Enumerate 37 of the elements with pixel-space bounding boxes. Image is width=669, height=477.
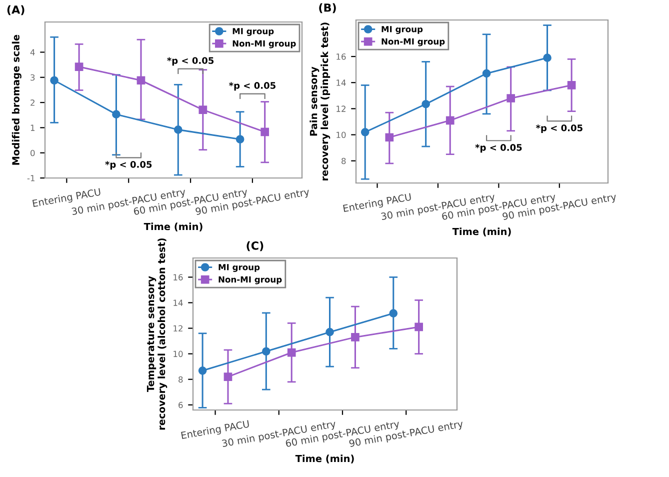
y-tick-label: 10 — [174, 350, 183, 358]
y-tick-label: 1 — [30, 124, 35, 131]
y-tick-label: 2 — [30, 99, 34, 106]
chart-title: (C) — [246, 241, 264, 252]
legend-label: Non-MI group — [218, 276, 282, 284]
y-tick-label: -1 — [27, 175, 35, 182]
legend-label: Non-MI group — [232, 40, 296, 48]
chart-title: (A) — [7, 5, 24, 16]
annotation: *p < 0.05 — [475, 144, 522, 153]
y-axis-title: Modified bromage scale — [12, 34, 22, 165]
y-tick-label: 12 — [174, 325, 182, 332]
y-tick-label: 14 — [336, 80, 346, 86]
y-axis-title: Pain sensory recovery level (pinprick test) — [310, 22, 330, 180]
y-tick-label: 10 — [336, 132, 346, 138]
y-tick-label: 16 — [174, 274, 183, 280]
y-tick-label: 14 — [174, 300, 183, 306]
y-tick-label: 16 — [336, 53, 346, 60]
y-axis-title: Temperature sensory recovery level (alcohol cotton test) — [146, 238, 168, 430]
annotation: *p < 0.05 — [536, 124, 582, 134]
y-tick-label: 4 — [30, 49, 35, 56]
chart-title: (B) — [319, 3, 336, 14]
x-axis-title: Time (min) — [452, 228, 511, 236]
legend-label: MI group — [382, 26, 423, 34]
annotation: *p < 0.05 — [167, 57, 214, 66]
legend-label: MI group — [218, 264, 260, 272]
x-axis-title: Time (min) — [295, 454, 354, 464]
y-tick-label: 12 — [336, 106, 346, 112]
y-tick-label: 8 — [178, 376, 183, 383]
y-tick-label: 6 — [178, 402, 183, 408]
annotation: *p < 0.05 — [105, 161, 152, 170]
y-tick-label: 3 — [30, 74, 35, 81]
legend-label: Non-MI group — [382, 38, 445, 46]
y-tick-label: 0 — [30, 150, 35, 156]
x-axis-title: Time (min) — [144, 222, 202, 232]
annotation: *p < 0.05 — [228, 82, 276, 91]
y-tick-label: 8 — [342, 158, 346, 164]
legend-label: MI group — [232, 28, 274, 36]
